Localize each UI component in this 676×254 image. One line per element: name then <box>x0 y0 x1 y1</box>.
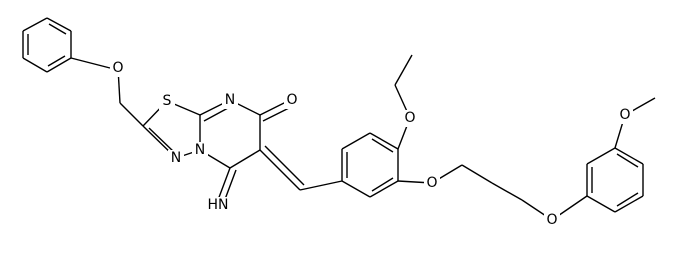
atom-label: O <box>404 110 415 126</box>
atom-label: O <box>619 107 630 123</box>
atom-label: N <box>225 92 235 108</box>
atom-label: N <box>195 142 205 158</box>
atom-label: N <box>171 150 181 166</box>
atom-label: O <box>112 60 123 76</box>
atom-label: O <box>286 92 297 108</box>
atom-label: O <box>546 212 557 228</box>
atom-label: O <box>426 175 437 191</box>
atom-labels: O S N N N O HN O O O O <box>110 60 633 229</box>
atom-label: S <box>163 93 172 109</box>
atom-label: HN <box>208 197 229 213</box>
bonds <box>22 17 656 221</box>
